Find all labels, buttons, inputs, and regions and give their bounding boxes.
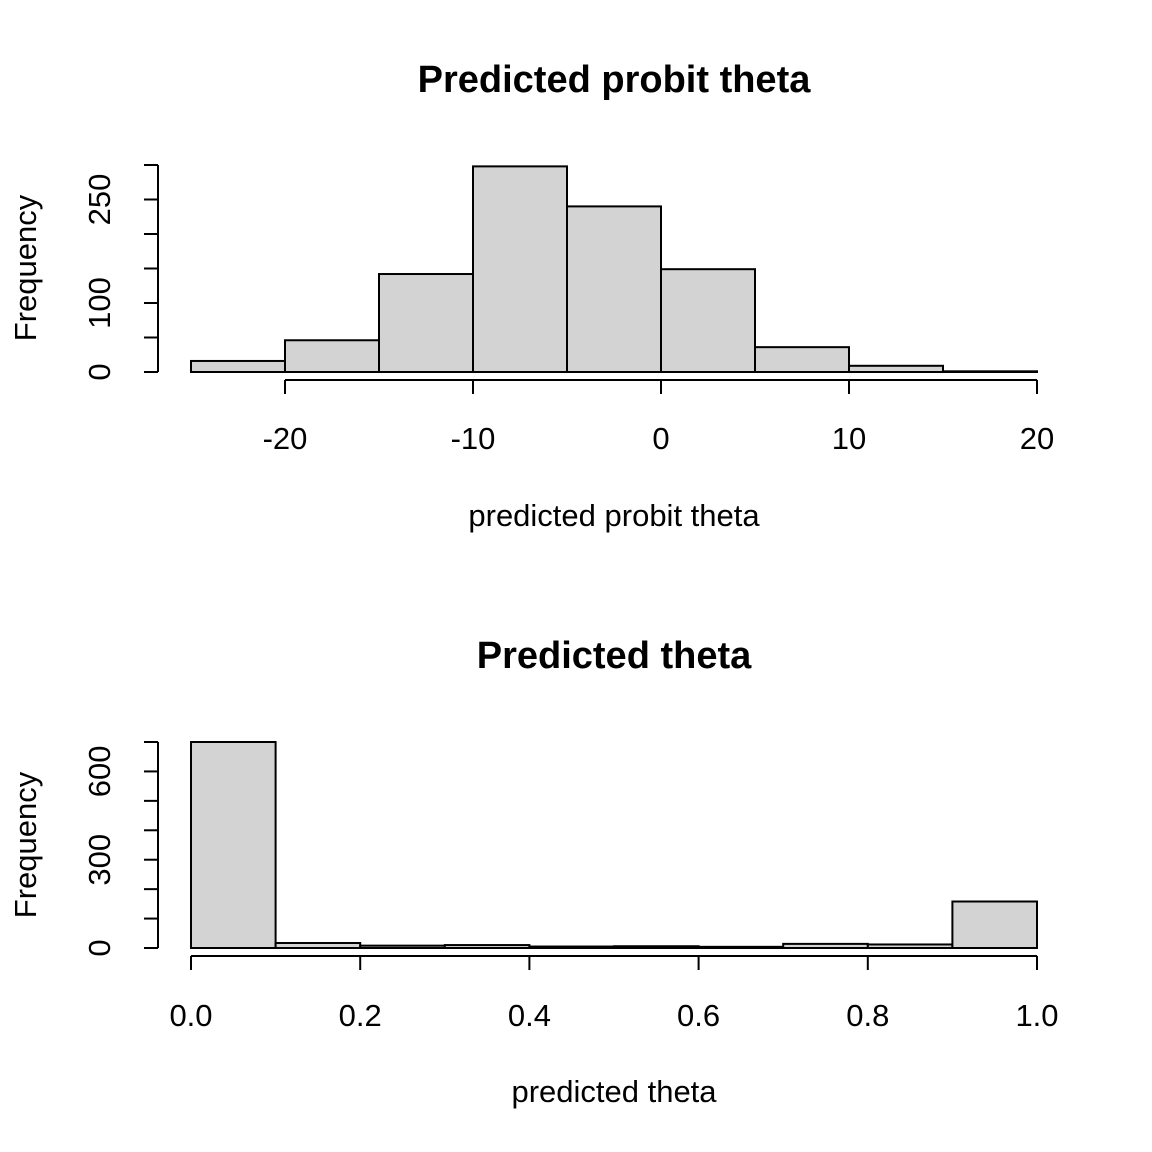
- histogram-bar: [697, 945, 785, 950]
- y-axis-label: Frequency: [8, 194, 43, 341]
- histogram-bar: [284, 339, 380, 374]
- y-tick-label: 250: [82, 174, 117, 226]
- histogram-bar: [613, 945, 700, 950]
- y-tick-label: 0: [82, 363, 117, 380]
- y-axis-label: Frequency: [8, 771, 43, 918]
- y-axis: 0 300 600: [82, 741, 159, 957]
- x-tick-label: 1.0: [1015, 998, 1058, 1033]
- y-tick-label: 100: [82, 277, 117, 329]
- x-axis: -20 -10 0 10 20: [263, 379, 1054, 456]
- histogram-bar: [951, 900, 1039, 950]
- x-tick-label: 0: [652, 421, 669, 456]
- histogram-bar: [359, 944, 446, 949]
- x-tick-label: -20: [263, 421, 308, 456]
- histogram-bar: [443, 944, 531, 949]
- probit-theta-histogram: Predicted probit theta predicted probit …: [8, 59, 1054, 533]
- histogram-bar: [274, 941, 362, 949]
- histogram-bar: [754, 346, 850, 374]
- histogram-bar: [378, 273, 474, 373]
- histogram-bar: [942, 370, 1038, 373]
- histogram-bar: [848, 364, 944, 374]
- histogram-bar: [660, 268, 756, 373]
- chart-title: Predicted theta: [477, 635, 752, 677]
- bars: [190, 741, 1039, 950]
- histogram-bar: [190, 741, 277, 949]
- y-tick-label: 300: [82, 834, 117, 886]
- x-tick-label: 0.6: [677, 998, 720, 1033]
- histogram-bar: [528, 945, 616, 949]
- y-tick-label: 0: [82, 939, 117, 956]
- histogram-bar: [472, 165, 568, 373]
- theta-histogram: Predicted theta predicted theta Frequenc…: [8, 635, 1059, 1109]
- histogram-bar: [190, 359, 286, 373]
- x-tick-label: 0.2: [339, 998, 382, 1033]
- histogram-bar: [566, 205, 662, 373]
- histogram-bar: [782, 942, 869, 950]
- x-tick-label: -10: [451, 421, 496, 456]
- y-tick-label: 600: [82, 746, 117, 798]
- chart-title: Predicted probit theta: [418, 59, 812, 101]
- x-axis-label: predicted probit theta: [468, 498, 760, 533]
- x-tick-label: 10: [832, 421, 866, 456]
- x-tick-label: 0.0: [169, 998, 212, 1033]
- x-tick-label: 20: [1020, 421, 1054, 456]
- histogram-bar: [866, 943, 954, 949]
- x-axis-label: predicted theta: [511, 1074, 717, 1109]
- x-tick-label: 0.4: [508, 998, 551, 1033]
- x-tick-label: 0.8: [846, 998, 889, 1033]
- x-axis: 0.0 0.2 0.4 0.6 0.8 1.0: [169, 955, 1059, 1033]
- bars: [190, 165, 1038, 374]
- y-axis: 0 100 250: [82, 164, 159, 381]
